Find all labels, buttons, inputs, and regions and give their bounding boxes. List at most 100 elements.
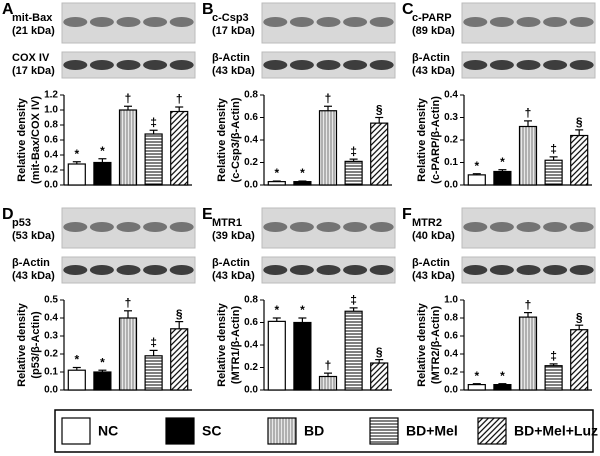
y-tick-label: 1.0 xyxy=(444,295,458,306)
significance-symbol: * xyxy=(74,147,79,161)
y-axis-label: Relative density xyxy=(416,302,428,387)
blot-band xyxy=(143,60,168,70)
bar xyxy=(144,355,163,391)
bar xyxy=(467,384,486,391)
blot-control-label: β-Actin xyxy=(12,257,50,269)
blot-target-label: mit-Bax xyxy=(12,12,53,24)
blot-band xyxy=(516,222,541,232)
significance-symbol: * xyxy=(100,144,105,158)
blot-band xyxy=(169,222,194,232)
blot-band xyxy=(263,60,288,70)
bar xyxy=(67,369,86,391)
blot-target-label: c-PARP xyxy=(412,12,452,24)
y-axis-label: (MTR1/β-Actin) xyxy=(230,306,242,385)
legend-label: BD+Mel+Luz xyxy=(514,423,598,439)
blot-band xyxy=(569,222,594,232)
y-axis-label: (p53/β-Actin) xyxy=(30,311,42,379)
y-tick-label: 0.4 xyxy=(244,340,258,351)
bar xyxy=(544,159,563,186)
legend-label: NC xyxy=(98,423,118,439)
blot-band xyxy=(169,60,194,70)
blot-band xyxy=(89,222,114,232)
significance-symbol: † xyxy=(125,91,132,105)
bar xyxy=(344,310,363,391)
blot-control-kda: (43 kDa) xyxy=(412,65,455,77)
blot-band xyxy=(89,265,114,275)
blot-band xyxy=(543,60,568,70)
blot-target-kda: (89 kDa) xyxy=(412,25,455,37)
bar xyxy=(518,125,538,186)
blot-band xyxy=(116,265,141,275)
significance-symbol: * xyxy=(74,353,79,367)
blot-band xyxy=(89,60,114,70)
significance-symbol: ‡ xyxy=(550,142,557,156)
significance-symbol: § xyxy=(376,103,383,117)
significance-symbol: ‡ xyxy=(550,349,557,363)
y-axis-label: (c-Csp3/β-Actin) xyxy=(230,97,242,182)
bar xyxy=(570,134,589,186)
blot-band xyxy=(316,265,341,275)
bar xyxy=(170,328,189,391)
blot-control-kda: (17 kDa) xyxy=(12,65,55,77)
blot-band xyxy=(543,265,568,275)
y-tick-label: 0.8 xyxy=(244,90,258,101)
y-tick-label: 0.2 xyxy=(444,367,458,378)
significance-symbol: ‡ xyxy=(350,293,357,307)
bar xyxy=(318,110,338,186)
significance-symbol: * xyxy=(100,355,105,369)
blot-band xyxy=(289,222,314,232)
y-tick-label: 0.5 xyxy=(44,295,58,306)
significance-symbol: § xyxy=(176,307,183,321)
significance-symbol: * xyxy=(474,159,479,173)
bar xyxy=(144,133,163,186)
significance-symbol: ‡ xyxy=(150,336,157,350)
y-axis-label: (c-PARP/β-Actin) xyxy=(430,96,442,184)
y-tick-label: 0.6 xyxy=(244,317,258,328)
legend-label: BD+Mel xyxy=(406,423,458,439)
blot-band xyxy=(343,222,368,232)
blot-band xyxy=(343,60,368,70)
blot-band xyxy=(116,222,141,232)
blot-control-kda: (43 kDa) xyxy=(412,270,455,282)
blot-target-label: MTR2 xyxy=(412,217,442,229)
blot-target-kda: (39 kDa) xyxy=(212,230,255,242)
blot-band xyxy=(569,265,594,275)
blot-band xyxy=(516,60,541,70)
blot-band xyxy=(169,265,194,275)
blot-band xyxy=(169,17,194,27)
legend-swatch xyxy=(165,417,195,445)
y-axis-label: Relative density xyxy=(216,302,228,387)
blot-target-label: p53 xyxy=(12,217,31,229)
y-tick-label: 0.8 xyxy=(44,120,58,131)
y-tick-label: 0.0 xyxy=(44,385,58,396)
blot-band xyxy=(263,222,288,232)
bar xyxy=(318,375,338,391)
significance-symbol: § xyxy=(576,310,583,324)
bar xyxy=(267,181,286,186)
blot-band xyxy=(569,60,594,70)
significance-symbol: * xyxy=(300,166,305,180)
blot-band xyxy=(489,222,514,232)
bar xyxy=(293,181,312,186)
y-tick-label: 0.6 xyxy=(44,135,58,146)
blot-band xyxy=(63,222,88,232)
y-tick-label: 0.1 xyxy=(444,157,458,168)
y-tick-label: 0.0 xyxy=(244,385,258,396)
blot-band xyxy=(343,265,368,275)
blot-band xyxy=(516,17,541,27)
blot-band xyxy=(543,17,568,27)
blot-band xyxy=(369,60,394,70)
blot-control-kda: (43 kDa) xyxy=(12,270,55,282)
y-tick-label: 0.2 xyxy=(444,135,458,146)
blot-band xyxy=(289,17,314,27)
blot-target-kda: (17 kDa) xyxy=(212,25,255,37)
y-tick-label: 0.0 xyxy=(44,180,58,191)
bar xyxy=(93,161,112,186)
legend-box xyxy=(54,409,594,453)
bar xyxy=(267,320,286,391)
significance-symbol: * xyxy=(500,155,505,169)
significance-symbol: † xyxy=(125,296,132,310)
y-tick-label: 0.4 xyxy=(44,313,58,324)
blot-control-label: β-Actin xyxy=(212,52,250,64)
blot-band xyxy=(463,60,488,70)
